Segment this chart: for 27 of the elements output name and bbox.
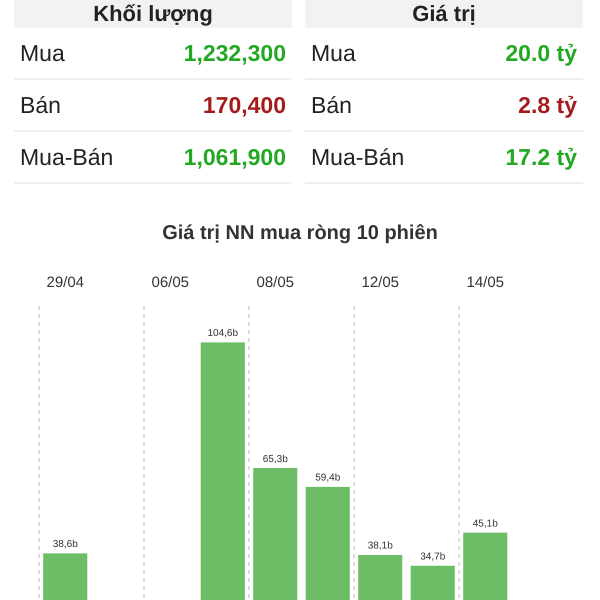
text: 20.0 tỷ bbox=[505, 40, 577, 66]
text: Giá trị bbox=[305, 0, 583, 28]
text: 1,061,900 bbox=[184, 144, 286, 170]
chart-title: Giá trị NN mua ròng 10 phiên bbox=[161, 222, 439, 245]
data-label: 45,1b bbox=[472, 518, 498, 530]
text: 170,400 bbox=[202, 92, 286, 118]
category-label: Mua-Bán bbox=[311, 144, 404, 170]
data-label: 38,1b bbox=[368, 540, 394, 552]
data-label: 65,3b bbox=[262, 454, 288, 465]
text: 1,232,300 bbox=[184, 40, 286, 66]
data-label: 59,4b bbox=[315, 472, 341, 484]
data-label: 104,6b bbox=[207, 328, 238, 340]
x-tick-label: 29/04 bbox=[46, 274, 84, 292]
text: 2.8 tỷ bbox=[518, 92, 577, 118]
text: Khối lượng bbox=[14, 0, 292, 28]
x-tick-label: 06/05 bbox=[151, 274, 190, 292]
data-label: 34,7b bbox=[420, 552, 446, 563]
x-tick-label: 12/05 bbox=[361, 274, 400, 292]
category-label: Mua bbox=[311, 40, 356, 66]
x-tick-label: 14/05 bbox=[466, 274, 504, 292]
x-tick-label: 08/05 bbox=[256, 274, 294, 292]
category-label: Bán bbox=[20, 92, 61, 118]
category-label: Mua bbox=[20, 40, 65, 66]
data-label: 38,6b bbox=[52, 539, 78, 550]
category-label: Bán bbox=[311, 92, 352, 118]
text: 17.2 tỷ bbox=[505, 144, 577, 170]
category-label: Mua-Bán bbox=[20, 144, 114, 170]
